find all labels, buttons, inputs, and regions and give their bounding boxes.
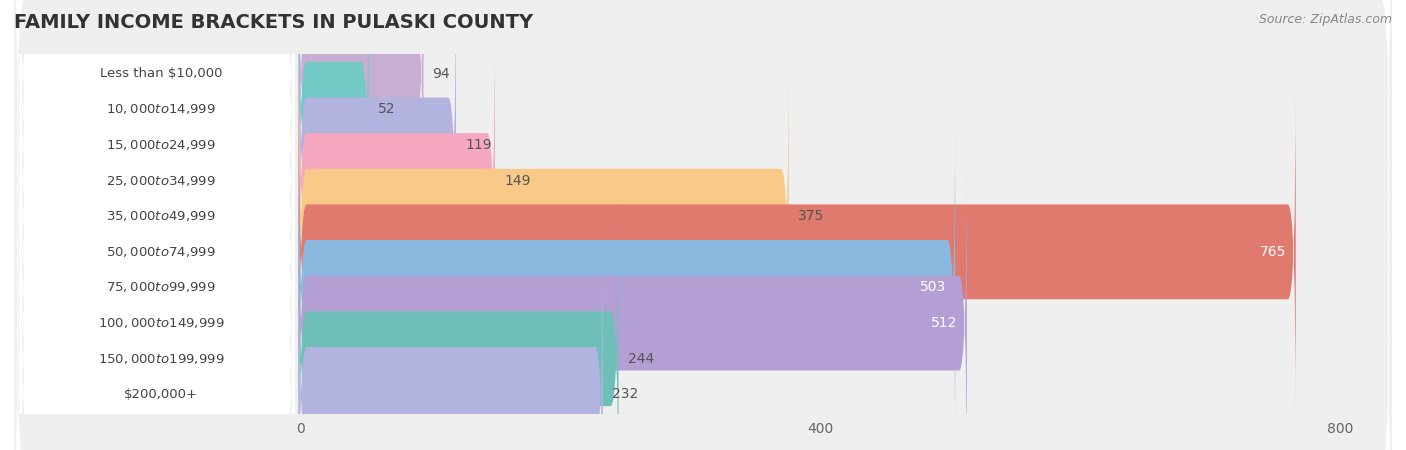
Text: 232: 232 [612, 387, 638, 401]
Text: 149: 149 [505, 174, 530, 188]
Text: Less than $10,000: Less than $10,000 [100, 67, 222, 80]
Text: FAMILY INCOME BRACKETS IN PULASKI COUNTY: FAMILY INCOME BRACKETS IN PULASKI COUNTY [14, 14, 533, 32]
Text: $200,000+: $200,000+ [124, 388, 198, 401]
FancyBboxPatch shape [20, 0, 295, 382]
FancyBboxPatch shape [298, 192, 619, 450]
FancyBboxPatch shape [14, 0, 1392, 382]
FancyBboxPatch shape [14, 51, 1392, 450]
FancyBboxPatch shape [14, 0, 1392, 450]
FancyBboxPatch shape [14, 122, 1392, 450]
Text: 765: 765 [1260, 245, 1286, 259]
FancyBboxPatch shape [14, 86, 1392, 450]
Text: 503: 503 [920, 280, 946, 294]
FancyBboxPatch shape [298, 50, 789, 382]
Text: $150,000 to $199,999: $150,000 to $199,999 [97, 352, 224, 366]
Text: 52: 52 [378, 102, 395, 116]
Text: 512: 512 [931, 316, 957, 330]
FancyBboxPatch shape [14, 0, 1392, 417]
Text: Source: ZipAtlas.com: Source: ZipAtlas.com [1258, 14, 1392, 27]
FancyBboxPatch shape [298, 0, 423, 240]
Text: $35,000 to $49,999: $35,000 to $49,999 [105, 209, 215, 223]
FancyBboxPatch shape [20, 157, 295, 450]
FancyBboxPatch shape [20, 50, 295, 450]
FancyBboxPatch shape [20, 0, 295, 311]
FancyBboxPatch shape [298, 86, 1296, 418]
FancyBboxPatch shape [14, 0, 1392, 450]
FancyBboxPatch shape [20, 14, 295, 450]
Text: $15,000 to $24,999: $15,000 to $24,999 [105, 138, 215, 152]
FancyBboxPatch shape [298, 14, 495, 347]
FancyBboxPatch shape [298, 228, 603, 450]
FancyBboxPatch shape [20, 0, 295, 347]
FancyBboxPatch shape [298, 0, 456, 311]
Text: $50,000 to $74,999: $50,000 to $74,999 [105, 245, 215, 259]
Text: 119: 119 [465, 138, 492, 152]
FancyBboxPatch shape [298, 121, 955, 450]
Text: $100,000 to $149,999: $100,000 to $149,999 [97, 316, 224, 330]
Text: $75,000 to $99,999: $75,000 to $99,999 [105, 280, 215, 294]
FancyBboxPatch shape [14, 0, 1392, 346]
FancyBboxPatch shape [14, 15, 1392, 450]
FancyBboxPatch shape [20, 0, 295, 450]
FancyBboxPatch shape [298, 157, 967, 450]
Text: 375: 375 [797, 209, 824, 223]
Text: $25,000 to $34,999: $25,000 to $34,999 [105, 174, 215, 188]
Text: 94: 94 [433, 67, 450, 81]
Text: $10,000 to $14,999: $10,000 to $14,999 [105, 102, 215, 116]
FancyBboxPatch shape [14, 0, 1392, 450]
FancyBboxPatch shape [298, 0, 368, 276]
Text: 244: 244 [627, 352, 654, 366]
FancyBboxPatch shape [20, 0, 295, 418]
FancyBboxPatch shape [20, 86, 295, 450]
FancyBboxPatch shape [20, 121, 295, 450]
